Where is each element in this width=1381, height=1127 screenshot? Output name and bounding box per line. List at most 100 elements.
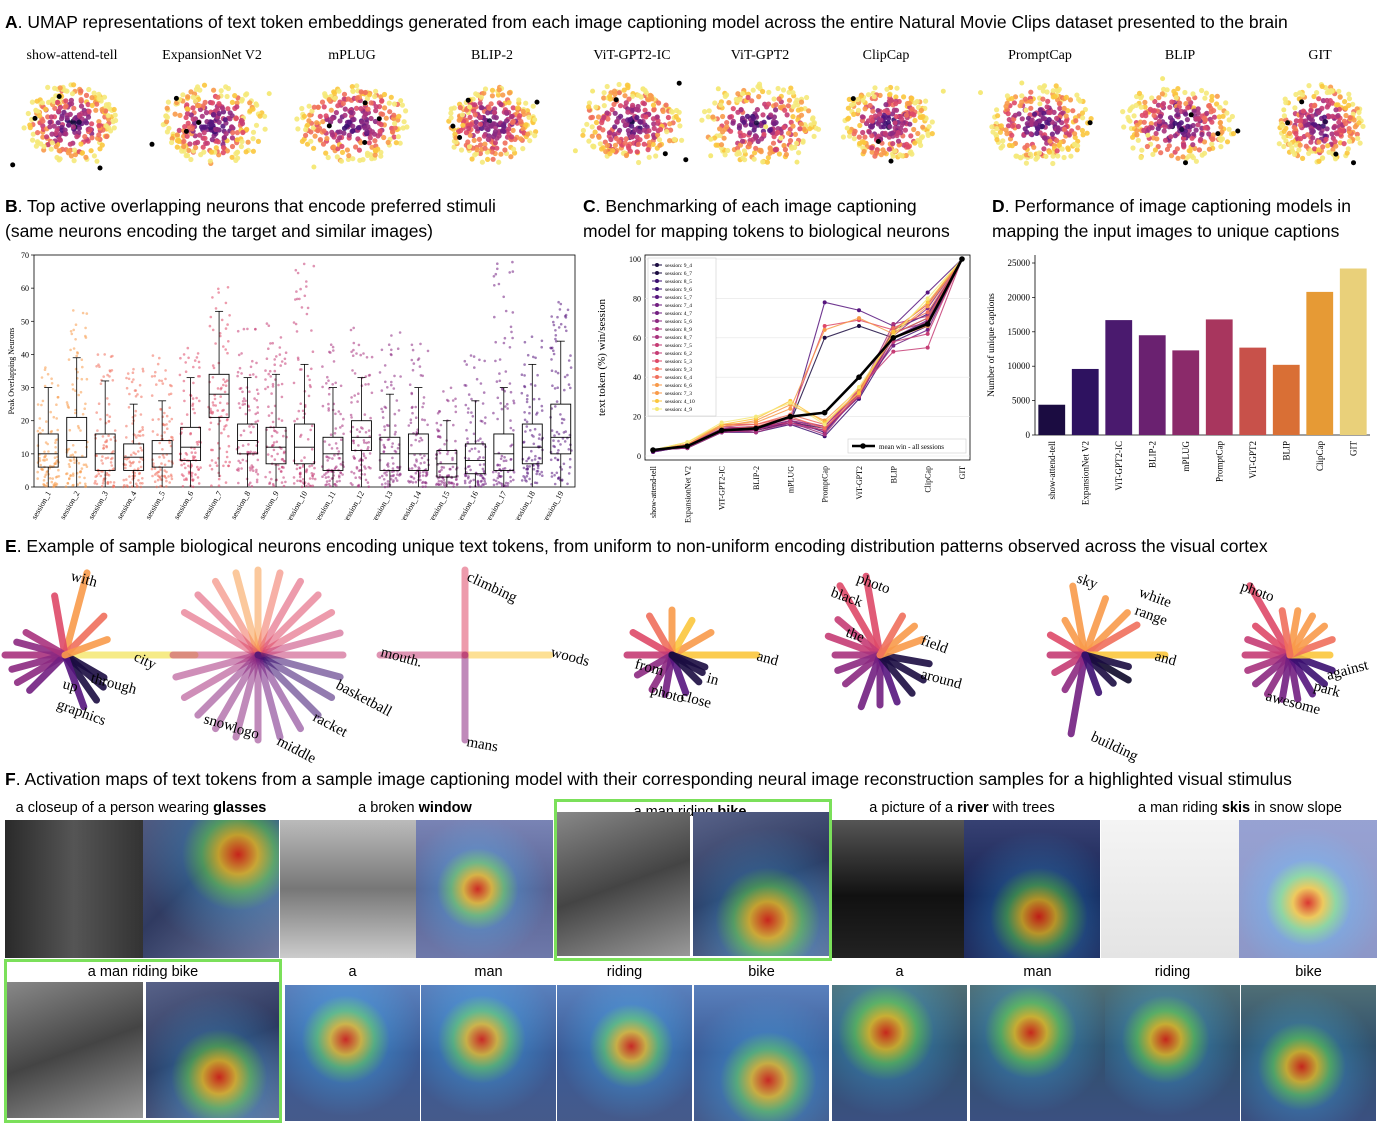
panel-a-text: . UMAP representations of text token emb… — [17, 12, 1288, 32]
radial-word-3-0: climbing — [464, 569, 520, 606]
umap-blob-0 — [10, 82, 119, 171]
bar-show-attend-tell — [1038, 404, 1066, 435]
legend-entry-16: session: 7_3 — [665, 391, 692, 397]
radial-word-2-3: logo — [231, 720, 261, 742]
chart-d-ytick-4: 20000 — [1008, 292, 1031, 302]
chart-c-xtick-8: ClipCap — [924, 466, 933, 493]
box-session_6 — [178, 346, 202, 489]
img-token-3 — [694, 985, 829, 1121]
chart-b-xtick-7: session_8 — [229, 490, 252, 521]
box-session_17 — [491, 260, 516, 488]
radial-word-4-0: and — [755, 648, 781, 669]
img-bike2-heat — [146, 982, 279, 1118]
chart-c-xtick-6: ViT-GPT2 — [855, 466, 864, 499]
panel-b-title: B. Top active overlapping neurons that e… — [5, 194, 496, 244]
caption-top-0: a closeup of a person wearing glasses — [15, 800, 267, 816]
legend-entry-18: session: 4_9 — [665, 407, 692, 413]
chart-b-ytick-1: 10 — [21, 450, 29, 459]
chart-c-ytick-1: 20 — [633, 413, 641, 422]
chart-c-xtick-5: PromptCap — [821, 466, 830, 502]
img-river-orig — [832, 820, 964, 958]
umap-blob-5 — [699, 81, 822, 165]
umap-blob-1 — [149, 82, 272, 166]
token-label-3: bike — [748, 964, 775, 980]
panel-e-letter: E — [5, 536, 17, 556]
legend-entry-4: session: 5_7 — [665, 295, 692, 301]
chart-c-ytick-3: 60 — [633, 334, 641, 343]
chart-c-xtick-7: BLIP — [889, 465, 898, 483]
chart-b-ytick-4: 40 — [21, 350, 29, 359]
legend-entry-6: session: 4_7 — [665, 311, 692, 317]
radial-word-6-3: and — [1153, 648, 1179, 669]
umap-label-1: ExpansionNet V2 — [162, 48, 262, 63]
chart-b-xtick-10: session_11 — [312, 490, 337, 521]
chart-b-ytick-0: 0 — [25, 483, 29, 492]
line-chart-benchmark: 0 20 40 60 80 100 text token (%) win/session se… — [596, 254, 971, 523]
mean-legend-label: mean win - all sessions — [879, 443, 944, 451]
panel-d-letter: D — [992, 196, 1005, 216]
radial-word-4-4: from — [633, 656, 666, 679]
radial-word-5-1: black — [829, 585, 865, 611]
panel-d-title-line2: mapping the input images to unique capti… — [992, 221, 1340, 241]
legend-entry-8: session: 8_9 — [665, 327, 692, 333]
box-session_9 — [264, 322, 288, 488]
caption-bottom-left: a man riding bike — [87, 964, 199, 980]
umap-blob-4 — [572, 80, 689, 166]
umap-plots — [10, 76, 1366, 171]
chart-d-ytick-5: 25000 — [1008, 258, 1031, 268]
panel-c-title: C. Benchmarking of each image captioning… — [583, 194, 950, 244]
radial-word-4-1: in — [705, 670, 721, 689]
chart-d-xtick-2: ViT-GPT2-IC — [1114, 441, 1124, 491]
chart-c-xtick-3: BLIP-2 — [752, 466, 761, 490]
bar-ViT-GPT2 — [1239, 347, 1267, 435]
chart-b-xtick-3: session_4 — [115, 490, 138, 521]
radial-word-1-3: up — [61, 676, 80, 695]
radial-word-5-2: the — [844, 625, 867, 646]
highlight-box-bottom — [4, 959, 282, 1123]
panel-e-title: E. Example of sample biological neurons … — [5, 534, 1268, 559]
img-token-6 — [1105, 985, 1240, 1121]
chart-c-ytick-4: 80 — [633, 294, 641, 303]
chart-b-ytick-5: 50 — [21, 317, 29, 326]
chart-b-xtick-2: session_3 — [87, 490, 110, 521]
radial-word-3-2: mans — [465, 734, 499, 755]
token-label-2: riding — [606, 964, 643, 980]
box-session_1 — [36, 366, 61, 489]
box-session_8 — [235, 327, 260, 488]
bar-BLIP-2 — [1138, 335, 1166, 435]
box-session_11 — [321, 343, 345, 488]
caption-top-4: a man riding skis in snow slope — [1138, 800, 1342, 816]
chart-c-xtick-0: show-attend-tell — [649, 465, 658, 518]
bar-BLIP — [1272, 364, 1300, 435]
img-window-heat — [416, 820, 553, 958]
chart-b-xtick-6: session_7 — [200, 490, 223, 521]
panel-f-text: . Activation maps of text tokens from a … — [15, 769, 1292, 789]
panel-a-letter: A — [5, 12, 18, 32]
panel-a-title: A. UMAP representations of text token em… — [5, 10, 1288, 35]
img-bike-orig — [557, 812, 690, 956]
umap-label-5: ViT-GPT2 — [730, 48, 790, 63]
chart-d-ytick-0: 0 — [1026, 430, 1031, 440]
token-label-6: riding — [1154, 964, 1191, 980]
img-bike2-orig — [7, 982, 143, 1118]
panel-c-title-line1: . Benchmarking of each image captioning — [595, 196, 917, 216]
chart-d-xtick-4: mPLUG — [1181, 441, 1191, 472]
umap-label-7: PromptCap — [1008, 48, 1072, 63]
chart-d-ylabel: Number of unique captions — [986, 293, 997, 397]
legend-entry-7: session: 5_6 — [665, 319, 692, 325]
umap-blob-3 — [446, 84, 540, 165]
legend-entry-1: session: 6_7 — [665, 271, 692, 277]
chart-b-xtick-16: session_17 — [483, 490, 508, 521]
chart-b-ytick-2: 20 — [21, 417, 29, 426]
img-token-4 — [832, 985, 967, 1121]
chart-b-ytick-7: 70 — [21, 251, 29, 260]
bar-chart-unique-captions: 0 5000 10000 15000 20000 25000 Number of uniqu… — [986, 255, 1370, 505]
chart-b-xtick-15: session_16 — [455, 490, 480, 521]
umap-label-9: GIT — [1308, 48, 1332, 63]
img-river-heat — [964, 820, 1100, 958]
chart-d-xtick-6: ViT-GPT2 — [1248, 441, 1258, 479]
panel-c-title-line2: model for mapping tokens to biological n… — [583, 221, 950, 241]
token-label-5: man — [1023, 964, 1052, 980]
radial-word-7-1: against — [1325, 657, 1371, 684]
